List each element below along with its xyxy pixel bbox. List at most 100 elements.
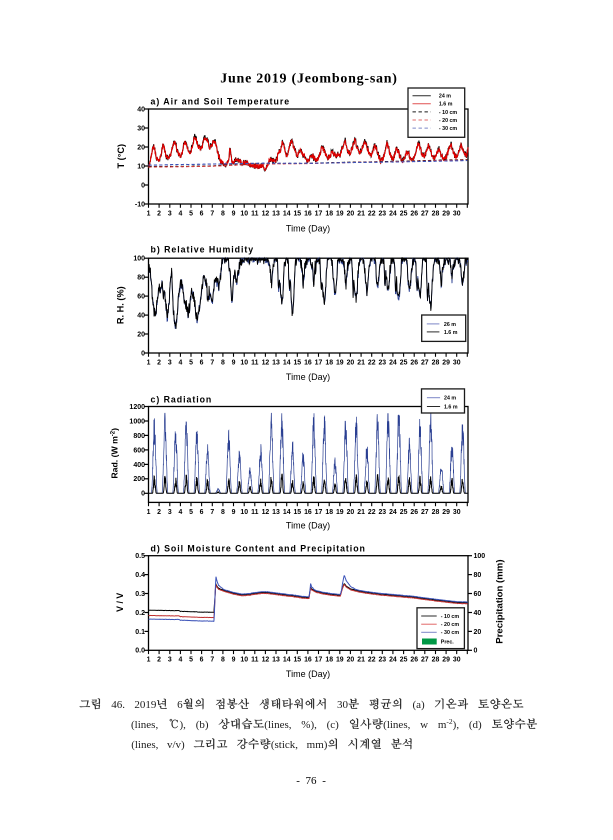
svg-text:18: 18 (325, 360, 333, 367)
svg-text:24 m: 24 m (439, 94, 451, 100)
svg-text:30: 30 (453, 509, 461, 516)
svg-text:100: 100 (474, 553, 486, 560)
svg-text:4: 4 (178, 211, 182, 218)
svg-text:- 30 cm: - 30 cm (441, 630, 460, 636)
svg-text:8: 8 (221, 657, 225, 664)
svg-text:8: 8 (221, 211, 225, 218)
svg-text:200: 200 (133, 476, 145, 483)
svg-text:20: 20 (347, 657, 355, 664)
svg-text:21: 21 (357, 211, 365, 218)
svg-text:1.6 m: 1.6 m (444, 404, 458, 410)
svg-text:(a): (a) (413, 699, 426, 711)
svg-text:-10: -10 (135, 201, 145, 208)
svg-text:- 30 cm: - 30 cm (439, 126, 458, 132)
svg-text:9: 9 (232, 360, 236, 367)
svg-text:10: 10 (240, 509, 248, 516)
svg-text:19: 19 (336, 360, 344, 367)
svg-text:6: 6 (200, 211, 204, 218)
svg-text:6: 6 (177, 699, 183, 711)
svg-text:4: 4 (178, 360, 182, 367)
svg-text:5: 5 (189, 360, 193, 367)
svg-text:17: 17 (315, 211, 323, 218)
svg-text:Time (Day): Time (Day) (286, 521, 330, 531)
svg-text:-: - (322, 775, 326, 787)
svg-text:12: 12 (262, 509, 270, 516)
svg-text:19: 19 (336, 509, 344, 516)
svg-text:26: 26 (410, 657, 418, 664)
svg-text:17: 17 (315, 657, 323, 664)
svg-text:10: 10 (240, 360, 248, 367)
svg-text:17: 17 (315, 509, 323, 516)
svg-text:7: 7 (210, 360, 214, 367)
svg-text:60: 60 (137, 294, 145, 301)
svg-text:28: 28 (432, 657, 440, 664)
svg-text:1: 1 (147, 211, 151, 218)
svg-text:23: 23 (378, 360, 386, 367)
svg-text:22: 22 (368, 211, 376, 218)
svg-text:11: 11 (251, 360, 258, 367)
svg-text:Prec.: Prec. (441, 639, 454, 645)
svg-text:0.3: 0.3 (135, 591, 145, 598)
svg-text:w: w (420, 719, 428, 731)
svg-text:100: 100 (133, 256, 145, 263)
svg-text:13: 13 (272, 657, 280, 664)
svg-text:1: 1 (147, 360, 151, 367)
svg-text:5: 5 (189, 657, 193, 664)
svg-text:400: 400 (133, 462, 145, 469)
svg-text:a) Air and Soil Temperature: a) Air and Soil Temperature (151, 97, 291, 107)
svg-text:40: 40 (137, 106, 145, 113)
svg-text:%),: %), (301, 719, 317, 731)
svg-text:6: 6 (200, 509, 204, 516)
svg-text:24: 24 (389, 211, 397, 218)
svg-text:15: 15 (293, 509, 301, 516)
svg-text:0: 0 (141, 491, 145, 498)
svg-text:9: 9 (232, 211, 236, 218)
svg-text:11: 11 (251, 211, 258, 218)
svg-text:2: 2 (157, 509, 161, 516)
svg-text:(lines,: (lines, (383, 719, 410, 731)
svg-text:9: 9 (232, 509, 236, 516)
svg-text:18: 18 (325, 657, 333, 664)
svg-text:28: 28 (432, 360, 440, 367)
svg-text:Time (Day): Time (Day) (286, 669, 330, 679)
svg-text:18: 18 (325, 509, 333, 516)
svg-text:11: 11 (251, 509, 258, 516)
svg-text:- 10 cm: - 10 cm (441, 614, 460, 620)
svg-text:22: 22 (368, 360, 376, 367)
svg-text:b) Relative Humidity: b) Relative Humidity (151, 244, 255, 254)
svg-text:29: 29 (442, 360, 450, 367)
svg-text:20: 20 (347, 360, 355, 367)
svg-text:10: 10 (240, 657, 248, 664)
svg-text:v/v): v/v) (167, 739, 185, 751)
svg-text:20: 20 (347, 211, 355, 218)
svg-text:26: 26 (410, 211, 418, 218)
svg-text:(lines,: (lines, (264, 719, 291, 731)
svg-text:),: ), (453, 719, 460, 731)
svg-text:25: 25 (400, 657, 408, 664)
svg-text:5: 5 (189, 211, 193, 218)
svg-text:18: 18 (325, 211, 333, 218)
svg-text:d) Soil Moisture Content and P: d) Soil Moisture Content and Precipitati… (151, 543, 366, 553)
svg-text:60: 60 (474, 591, 482, 598)
svg-text:0: 0 (141, 350, 145, 357)
svg-text:11: 11 (251, 657, 258, 664)
svg-text:24: 24 (389, 360, 397, 367)
svg-text:15: 15 (293, 657, 301, 664)
svg-text:23: 23 (378, 211, 386, 218)
svg-text:30: 30 (453, 657, 461, 664)
svg-text:1: 1 (147, 657, 151, 664)
svg-text:V / V: V / V (115, 593, 125, 612)
svg-text:3: 3 (168, 360, 172, 367)
svg-text:0.2: 0.2 (135, 610, 145, 617)
svg-text:13: 13 (272, 509, 280, 516)
svg-text:30: 30 (453, 211, 461, 218)
svg-text:29: 29 (442, 211, 450, 218)
svg-text:16: 16 (304, 211, 312, 218)
svg-text:24: 24 (389, 509, 397, 516)
svg-text:600: 600 (133, 447, 145, 454)
svg-text:80: 80 (137, 275, 145, 282)
svg-text:2: 2 (157, 360, 161, 367)
svg-text:0: 0 (474, 648, 478, 655)
svg-text:16: 16 (304, 657, 312, 664)
svg-text:- 20 cm: - 20 cm (439, 118, 458, 124)
